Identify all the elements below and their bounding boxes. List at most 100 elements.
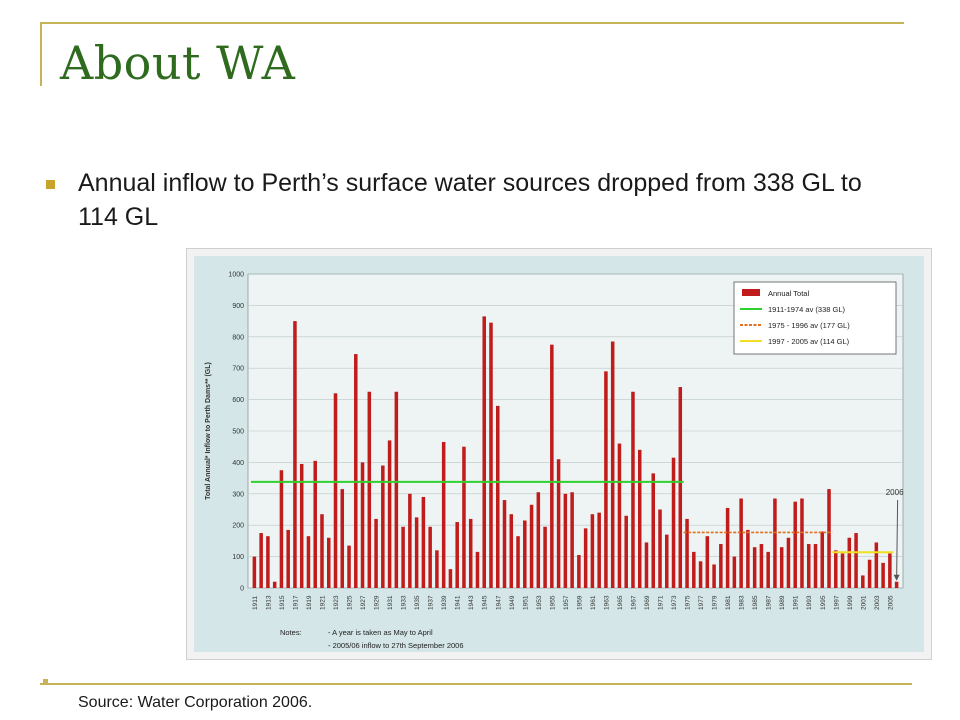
x-tick-label: 1947	[495, 595, 502, 610]
bar-1974	[678, 387, 683, 588]
bar-1983	[739, 498, 743, 588]
x-tick-label: 1979	[712, 595, 719, 610]
bar-1943	[468, 518, 473, 588]
annotation-arrowhead	[893, 574, 900, 581]
bar-1960	[583, 528, 588, 588]
bar-1973	[671, 457, 676, 588]
x-tick-label: 1931	[387, 595, 394, 610]
x-tick-label: 1969	[644, 595, 651, 610]
x-tick-label: 1949	[509, 595, 516, 610]
x-tick-label: 1941	[455, 595, 462, 610]
bar-1947	[495, 405, 500, 588]
x-tick-label: 1985	[752, 595, 759, 610]
y-tick-label: 600	[232, 397, 244, 404]
x-tick-label: 2005	[887, 595, 894, 610]
bar-1958	[570, 492, 574, 588]
source-note: Source: Water Corporation 2006.	[78, 694, 313, 711]
bar-1925	[347, 545, 351, 588]
x-tick-label: 1997	[833, 595, 840, 610]
bar-1927	[360, 462, 365, 588]
bar-1965	[617, 443, 622, 588]
frame-bottom-rule	[40, 683, 912, 685]
bullet-marker	[46, 180, 55, 189]
bar-1923	[333, 393, 338, 588]
y-tick-label: 0	[240, 586, 244, 593]
bar-1931	[387, 440, 392, 588]
x-tick-label: 1915	[279, 595, 286, 610]
y-axis-label: Total Annual* Inflow to Perth Dams** (GL…	[205, 362, 212, 500]
bar-2006	[894, 581, 899, 588]
bar-1926	[354, 354, 358, 588]
x-tick-label: 1967	[630, 595, 637, 610]
bar-1944	[475, 551, 480, 588]
bar-1935	[414, 517, 419, 588]
bar-1918	[299, 463, 304, 588]
x-tick-label: 1995	[820, 595, 827, 610]
bar-1941	[455, 522, 459, 588]
bar-1916	[286, 529, 290, 588]
bar-1921	[320, 514, 324, 588]
bar-1966	[624, 515, 628, 588]
note-1: - A year is taken as May to April	[328, 628, 433, 637]
bar-1913	[266, 536, 270, 588]
bar-1959	[577, 555, 581, 588]
bar-1937	[428, 526, 432, 588]
bar-1915	[279, 470, 284, 588]
frame-top-rule	[40, 22, 904, 24]
bar-1962	[597, 512, 601, 588]
x-tick-label: 2001	[860, 595, 867, 610]
x-tick-labels: 1911 1913 1915 1917 1919 1921 1923 1925 1927 1929…	[252, 595, 894, 610]
bar-2001	[861, 575, 865, 588]
x-tick-label: 1971	[658, 595, 665, 610]
y-tick-label: 900	[232, 303, 244, 310]
x-tick-label: 1929	[374, 595, 381, 610]
bar-1917	[293, 321, 297, 588]
x-tick-label: 1977	[698, 595, 705, 610]
y-tick-label: 700	[232, 366, 244, 373]
bar-1929	[374, 518, 378, 588]
y-tick-label: 300	[232, 491, 244, 498]
bar-1955	[550, 344, 554, 588]
x-tick-label: 1935	[414, 595, 421, 610]
bar-1950	[516, 536, 520, 588]
bar-1951	[523, 520, 527, 588]
average-lines	[251, 480, 894, 554]
bar-1936	[421, 496, 426, 588]
bar-1989	[779, 547, 784, 588]
x-tick-label: 1965	[617, 595, 624, 610]
frame-corner-mark	[43, 679, 48, 684]
x-tick-label: 1975	[685, 595, 692, 610]
chart-panel: 0 100 200 300 400 500 600 700 800 900 1000 1911 191…	[185, 247, 933, 661]
bar-1988	[773, 498, 777, 588]
bar-1985	[752, 547, 757, 588]
bar-1994	[813, 544, 818, 588]
x-tick-label: 1913	[265, 595, 272, 610]
x-tick-label: 1987	[766, 595, 773, 610]
x-tick-label: 1933	[401, 595, 408, 610]
x-tick-label: 1989	[779, 595, 786, 610]
bar-1942	[462, 446, 466, 588]
bar-2004	[881, 562, 885, 588]
x-tick-label: 1973	[671, 595, 678, 610]
legend-entry: 1911-1974 av (338 GL)	[768, 305, 845, 314]
bar-1961	[590, 514, 595, 588]
y-tick-label: 100	[232, 554, 244, 561]
x-tick-label: 1939	[441, 595, 448, 610]
bar-1972	[665, 534, 669, 588]
annotation-arrow	[896, 499, 899, 579]
bar-1990	[786, 537, 791, 588]
x-tick-label: 1921	[319, 595, 326, 610]
bar-1956	[556, 459, 561, 588]
slide-title: About WA	[60, 36, 296, 90]
bullet-text: Annual inflow to Perth’s surface water s…	[78, 169, 862, 231]
bar-1920	[313, 460, 317, 588]
x-tick-label: 1955	[549, 595, 556, 610]
x-tick-label: 1943	[468, 595, 475, 610]
x-tick-label: 1953	[536, 595, 543, 610]
x-tick-label: 1937	[428, 595, 435, 610]
x-tick-label: 1925	[347, 595, 354, 610]
y-tick-label: 500	[232, 429, 244, 436]
bar-series	[252, 316, 899, 588]
x-tick-label: 1923	[333, 595, 340, 610]
